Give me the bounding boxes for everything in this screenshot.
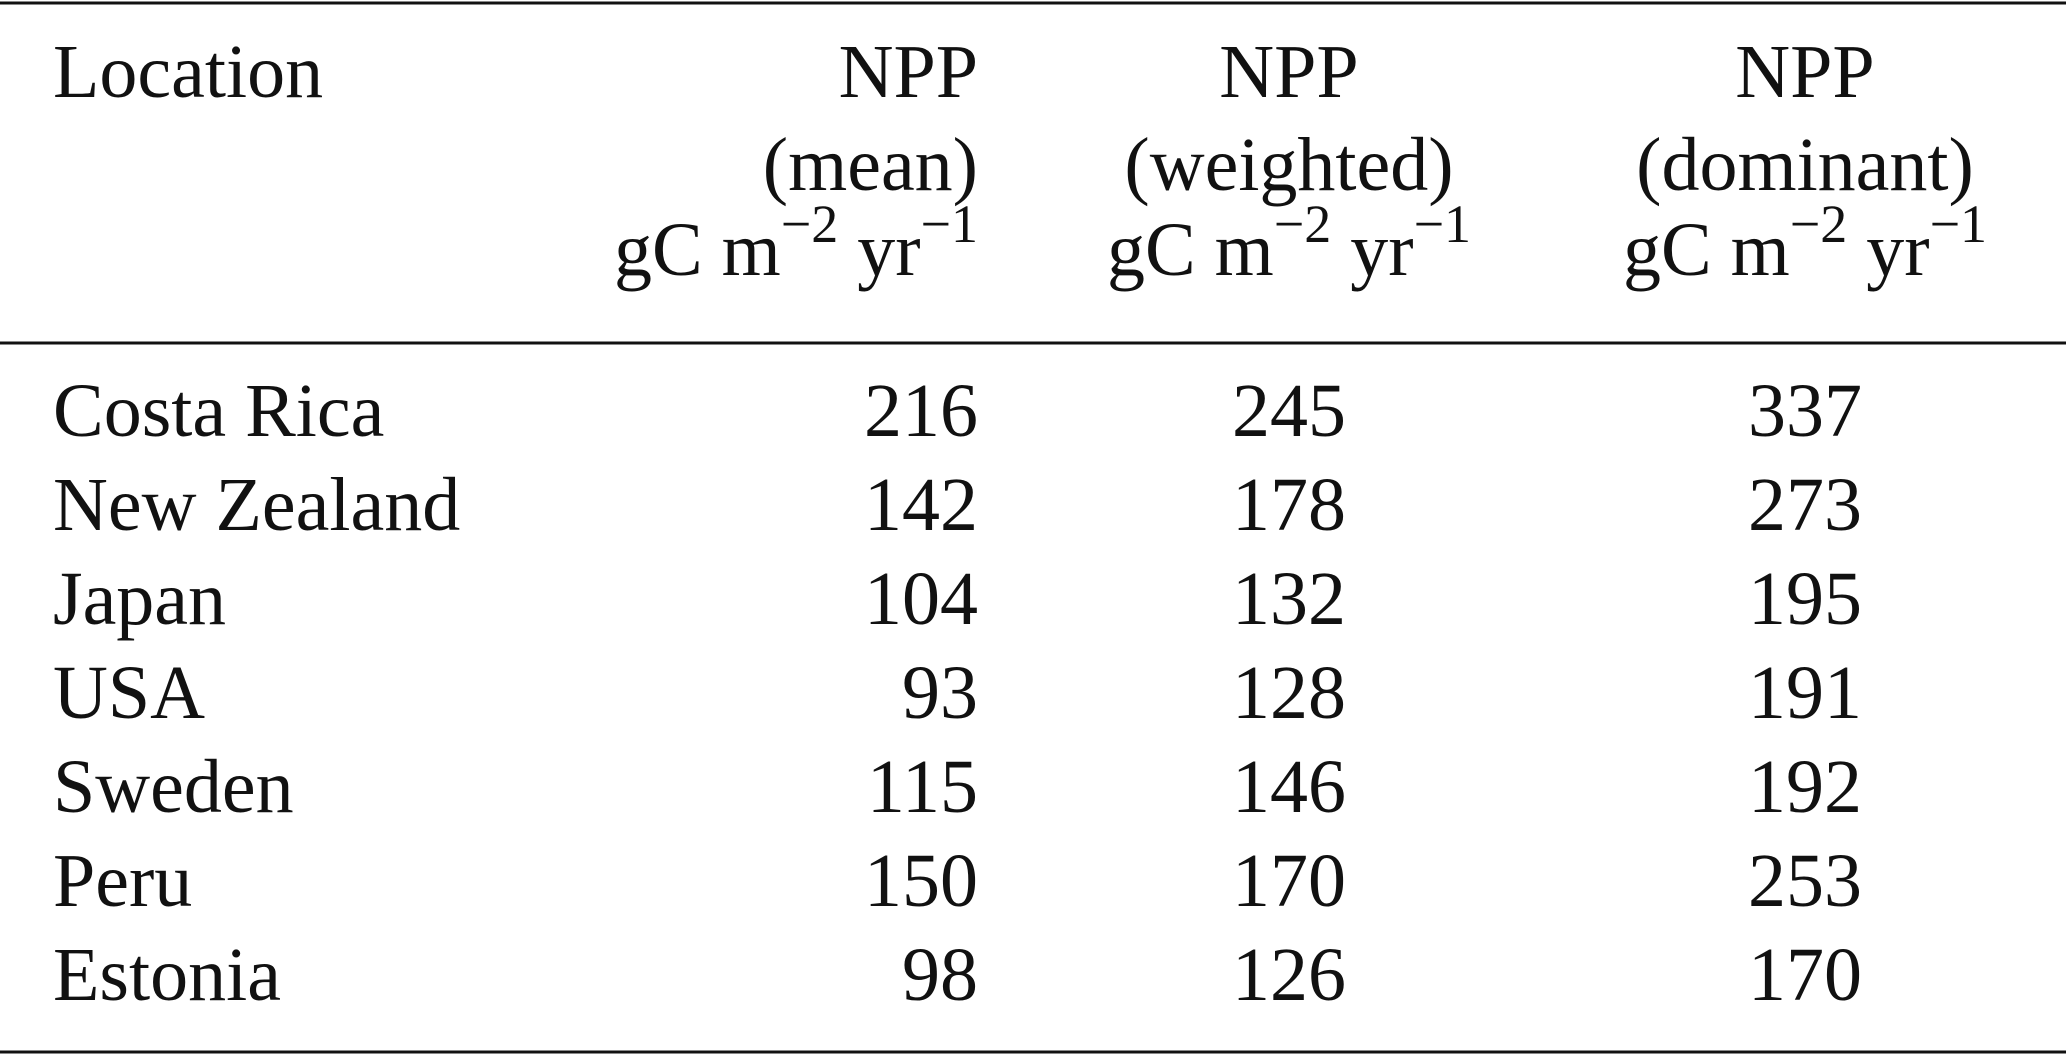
- value-cell: 104: [864, 557, 978, 641]
- unit-mid: yr: [1331, 208, 1413, 292]
- value-cell: 216: [864, 369, 978, 453]
- value-cell: 195: [1748, 557, 1862, 641]
- value-cell: 128: [1232, 651, 1346, 735]
- value-cell: 191: [1748, 651, 1862, 735]
- location-cell: Peru: [53, 839, 192, 923]
- value-cell: 150: [864, 839, 978, 923]
- unit-exponent: −2: [1790, 194, 1847, 254]
- unit-mid: yr: [838, 208, 920, 292]
- header-text: Location: [53, 30, 323, 114]
- value-cell: 93: [902, 651, 978, 735]
- unit-exponent: −1: [921, 194, 978, 254]
- value-cell: 178: [1232, 463, 1346, 547]
- value-cell: 142: [864, 463, 978, 547]
- value-cell: 337: [1748, 369, 1862, 453]
- header-unit: gC m−2 yr−1: [1623, 194, 1987, 292]
- header-text: (dominant): [1636, 123, 1974, 207]
- value-cell: 126: [1232, 933, 1346, 1017]
- unit-base: gC m: [1107, 208, 1274, 292]
- header-text: (weighted): [1124, 123, 1453, 207]
- unit-exponent: −2: [781, 194, 838, 254]
- value-cell: 132: [1232, 557, 1346, 641]
- header-text: (mean): [763, 123, 978, 207]
- value-cell: 170: [1748, 933, 1862, 1017]
- location-cell: Estonia: [53, 933, 281, 1017]
- value-cell: 245: [1232, 369, 1346, 453]
- header-unit: gC m−2 yr−1: [614, 194, 978, 292]
- unit-exponent: −1: [1930, 194, 1987, 254]
- header-text: NPP: [1735, 30, 1874, 114]
- unit-base: gC m: [1623, 208, 1790, 292]
- location-cell: Costa Rica: [53, 369, 384, 453]
- unit-base: gC m: [614, 208, 781, 292]
- header-unit: gC m−2 yr−1: [1107, 194, 1471, 292]
- value-cell: 146: [1232, 745, 1346, 829]
- value-cell: 273: [1748, 463, 1862, 547]
- unit-exponent: −2: [1274, 194, 1331, 254]
- header-text: NPP: [1219, 30, 1358, 114]
- value-cell: 253: [1748, 839, 1862, 923]
- header-text: NPP: [839, 30, 978, 114]
- value-cell: 115: [867, 745, 978, 829]
- location-cell: Japan: [53, 557, 226, 641]
- location-cell: USA: [53, 651, 205, 735]
- value-cell: 192: [1748, 745, 1862, 829]
- location-cell: New Zealand: [53, 463, 460, 547]
- unit-mid: yr: [1847, 208, 1929, 292]
- value-cell: 98: [902, 933, 978, 1017]
- value-cell: 170: [1232, 839, 1346, 923]
- location-cell: Sweden: [53, 745, 294, 829]
- unit-exponent: −1: [1414, 194, 1471, 254]
